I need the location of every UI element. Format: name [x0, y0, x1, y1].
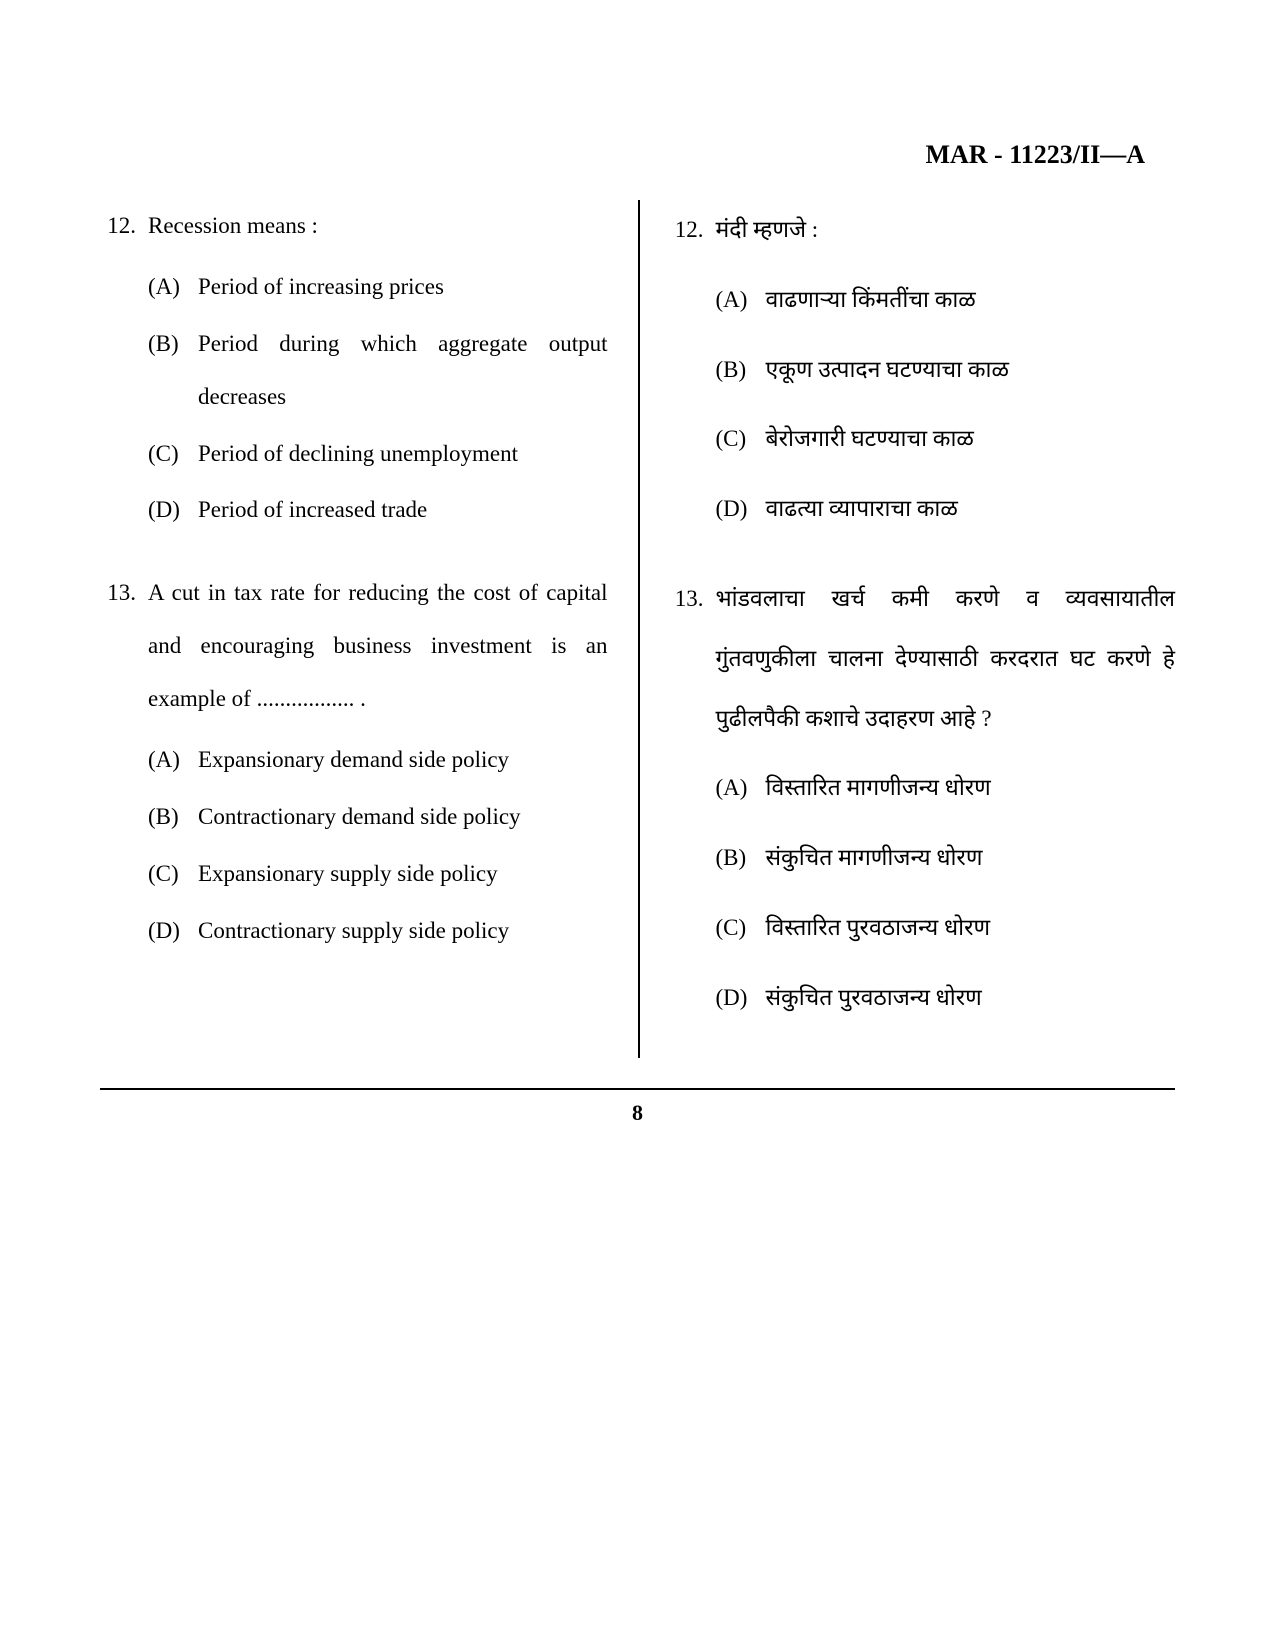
- question-stem: मंदी म्हणजे :: [716, 200, 1176, 260]
- option-label: (B): [716, 828, 766, 888]
- option-text: वाढत्या व्यापाराचा काळ: [766, 479, 1176, 539]
- option-text: विस्तारित पुरवठाजन्य धोरण: [766, 898, 1176, 958]
- option-text: Contractionary supply side policy: [198, 905, 608, 958]
- option-text: वाढणाऱ्या किंमतींचा काळ: [766, 270, 1176, 330]
- question-number: 13.: [100, 567, 148, 957]
- exam-page: MAR - 11223/II—A 12. Recession means : (…: [0, 0, 1275, 1650]
- option-label: (D): [148, 484, 198, 537]
- question-body: A cut in tax rate for reducing the cost …: [148, 567, 608, 957]
- option-label: (C): [716, 898, 766, 958]
- question-stem: A cut in tax rate for reducing the cost …: [148, 567, 608, 726]
- option-a: (A) Period of increasing prices: [148, 261, 608, 314]
- option-text: एकूण उत्पादन घटण्याचा काळ: [766, 340, 1176, 400]
- right-column-marathi: 12. मंदी म्हणजे : (A) वाढणाऱ्या किंमतींच…: [638, 200, 1176, 1058]
- option-label: (A): [716, 758, 766, 818]
- option-label: (C): [148, 848, 198, 901]
- option-d: (D) संकुचित पुरवठाजन्य धोरण: [716, 968, 1176, 1028]
- option-b: (B) एकूण उत्पादन घटण्याचा काळ: [716, 340, 1176, 400]
- question-12-en: 12. Recession means : (A) Period of incr…: [100, 200, 608, 537]
- question-body: Recession means : (A) Period of increasi…: [148, 200, 608, 537]
- option-label: (A): [716, 270, 766, 330]
- option-text: Period during which aggregate output dec…: [198, 318, 608, 424]
- paper-code-header: MAR - 11223/II—A: [925, 140, 1145, 170]
- option-text: बेरोजगारी घटण्याचा काळ: [766, 409, 1176, 469]
- option-label: (B): [716, 340, 766, 400]
- page-number: 8: [100, 1100, 1175, 1126]
- option-text: संकुचित मागणीजन्य धोरण: [766, 828, 1176, 888]
- option-b: (B) Contractionary demand side policy: [148, 791, 608, 844]
- option-a: (A) विस्तारित मागणीजन्य धोरण: [716, 758, 1176, 818]
- option-label: (D): [716, 968, 766, 1028]
- option-text: Contractionary demand side policy: [198, 791, 608, 844]
- question-number: 12.: [668, 200, 716, 539]
- option-label: (A): [148, 261, 198, 314]
- option-label: (A): [148, 734, 198, 787]
- question-13-mr: 13. भांडवलाचा खर्च कमी करणे व व्यवसायाती…: [668, 569, 1176, 1028]
- left-column-english: 12. Recession means : (A) Period of incr…: [100, 200, 638, 1058]
- option-c: (C) विस्तारित पुरवठाजन्य धोरण: [716, 898, 1176, 958]
- option-c: (C) बेरोजगारी घटण्याचा काळ: [716, 409, 1176, 469]
- option-text: Expansionary demand side policy: [198, 734, 608, 787]
- option-c: (C) Period of declining unemploy­ment: [148, 428, 608, 481]
- option-text: Period of increased trade: [198, 484, 608, 537]
- two-column-layout: 12. Recession means : (A) Period of incr…: [100, 200, 1175, 1058]
- option-label: (C): [716, 409, 766, 469]
- option-a: (A) Expansionary demand side policy: [148, 734, 608, 787]
- option-a: (A) वाढणाऱ्या किंमतींचा काळ: [716, 270, 1176, 330]
- question-stem: Recession means :: [148, 200, 608, 253]
- question-number: 13.: [668, 569, 716, 1028]
- option-text: Expansionary supply side policy: [198, 848, 608, 901]
- option-label: (B): [148, 318, 198, 424]
- option-text: विस्तारित मागणीजन्य धोरण: [766, 758, 1176, 818]
- option-text: संकुचित पुरवठाजन्य धोरण: [766, 968, 1176, 1028]
- option-label: (D): [148, 905, 198, 958]
- question-body: भांडवलाचा खर्च कमी करणे व व्यवसायातील गु…: [716, 569, 1176, 1028]
- option-text: Period of increasing prices: [198, 261, 608, 314]
- content-area: 12. Recession means : (A) Period of incr…: [100, 200, 1175, 1090]
- option-label: (D): [716, 479, 766, 539]
- option-d: (D) वाढत्या व्यापाराचा काळ: [716, 479, 1176, 539]
- option-text: Period of declining unemploy­ment: [198, 428, 608, 481]
- column-divider: [638, 200, 640, 1058]
- question-body: मंदी म्हणजे : (A) वाढणाऱ्या किंमतींचा का…: [716, 200, 1176, 539]
- question-number: 12.: [100, 200, 148, 537]
- option-b: (B) संकुचित मागणीजन्य धोरण: [716, 828, 1176, 888]
- question-12-mr: 12. मंदी म्हणजे : (A) वाढणाऱ्या किंमतींच…: [668, 200, 1176, 539]
- option-d: (D) Period of increased trade: [148, 484, 608, 537]
- option-label: (C): [148, 428, 198, 481]
- option-c: (C) Expansionary supply side policy: [148, 848, 608, 901]
- question-stem: भांडवलाचा खर्च कमी करणे व व्यवसायातील गु…: [716, 569, 1176, 748]
- question-13-en: 13. A cut in tax rate for reducing the c…: [100, 567, 608, 957]
- option-label: (B): [148, 791, 198, 844]
- option-b: (B) Period during which aggregate output…: [148, 318, 608, 424]
- option-d: (D) Contractionary supply side policy: [148, 905, 608, 958]
